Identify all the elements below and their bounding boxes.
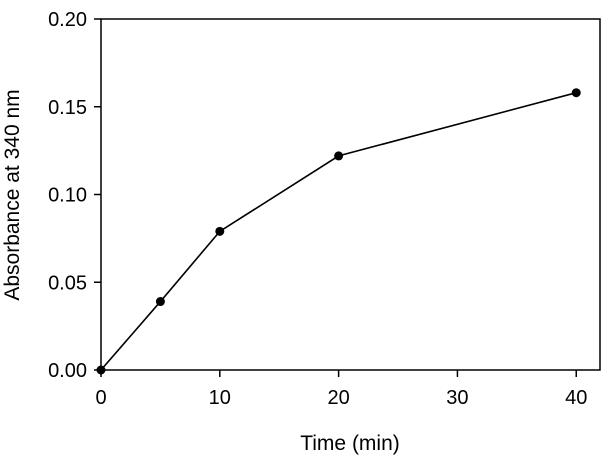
data-point [96, 365, 106, 375]
data-point [155, 297, 165, 307]
y-tick-label: 0.15 [48, 97, 87, 119]
x-tick-label: 0 [95, 387, 106, 409]
y-axis-ticks: 0.00 0.05 0.10 0.15 0.20 [48, 9, 101, 382]
plot-frame [100, 18, 601, 371]
y-axis-title: Absorbance at 340 nm [1, 89, 24, 300]
data-point [334, 151, 344, 161]
series-layer [96, 88, 581, 375]
y-tick-label: 0.05 [48, 272, 87, 294]
x-axis-ticks: 0 10 20 30 40 [95, 370, 587, 409]
x-axis-title: Time (min) [300, 432, 400, 455]
y-tick-label: 0.20 [48, 9, 87, 31]
y-tick-label: 0.10 [48, 185, 87, 207]
data-point [571, 88, 581, 98]
data-point [215, 226, 225, 236]
x-tick-label: 10 [209, 387, 231, 409]
x-tick-label: 30 [446, 387, 468, 409]
y-tick-label: 0.00 [48, 360, 87, 382]
x-tick-label: 20 [327, 387, 349, 409]
x-tick-label: 40 [565, 387, 587, 409]
series-line [100, 91, 577, 371]
